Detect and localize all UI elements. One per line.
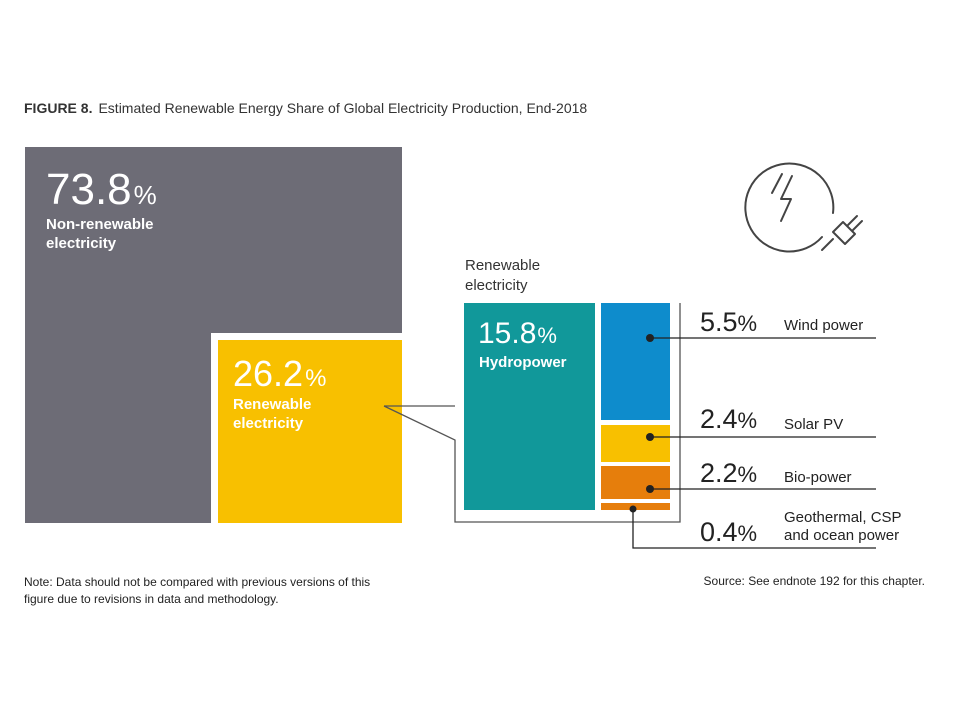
geothermal-block <box>601 503 670 510</box>
renewable-value: 26.2% <box>233 353 326 394</box>
note-line1: Note: Data should not be compared with p… <box>24 575 371 589</box>
figure-title-text: Estimated Renewable Energy Share of Glob… <box>98 100 588 116</box>
nonrenewable-value: 73.8% <box>46 165 157 214</box>
wind-value: 5.5% <box>700 307 757 337</box>
nonrenewable-label-line2: electricity <box>46 235 117 252</box>
figure-title: FIGURE 8. Estimated Renewable Energy Shar… <box>24 100 587 116</box>
renewable-block <box>218 340 402 523</box>
bio-value: 2.2% <box>700 458 757 488</box>
bio-label: Bio-power <box>784 469 852 486</box>
chart-note: Note: Data should not be compared with p… <box>24 574 444 608</box>
geothermal-label-line2: and ocean power <box>784 527 899 544</box>
geothermal-dot <box>629 505 637 513</box>
hydropower-label: Hydropower <box>479 354 567 371</box>
wind-block <box>601 303 670 420</box>
note-line2: figure due to revisions in data and meth… <box>24 592 279 606</box>
solar-block <box>601 425 670 462</box>
figure-number: FIGURE 8. <box>24 100 93 116</box>
renewable-label-line2: electricity <box>233 415 304 432</box>
breakdown-title-line1: Renewable <box>465 257 540 274</box>
solar-value: 2.4% <box>700 404 757 434</box>
hydropower-value: 15.8% <box>478 317 557 350</box>
nonrenewable-label-line1: Non-renewable <box>46 216 154 233</box>
bio-block <box>601 466 670 499</box>
breakdown-title-line2: electricity <box>465 277 528 294</box>
bio-dot <box>646 485 654 493</box>
geothermal-label-line1: Geothermal, CSP <box>784 509 902 526</box>
chart-source: Source: See endnote 192 for this chapter… <box>703 574 925 588</box>
electric-plug-icon <box>744 162 863 253</box>
solar-dot <box>646 433 654 441</box>
geothermal-leader <box>632 509 876 549</box>
hydropower-block <box>464 303 595 510</box>
geothermal-value: 0.4% <box>700 517 757 547</box>
wind-dot <box>646 334 654 342</box>
nonrenewable-block <box>25 147 402 523</box>
breakdown-bracket <box>383 303 681 523</box>
renewable-label-line1: Renewable <box>233 396 311 413</box>
wind-label: Wind power <box>784 317 863 334</box>
solar-label: Solar PV <box>784 416 843 433</box>
